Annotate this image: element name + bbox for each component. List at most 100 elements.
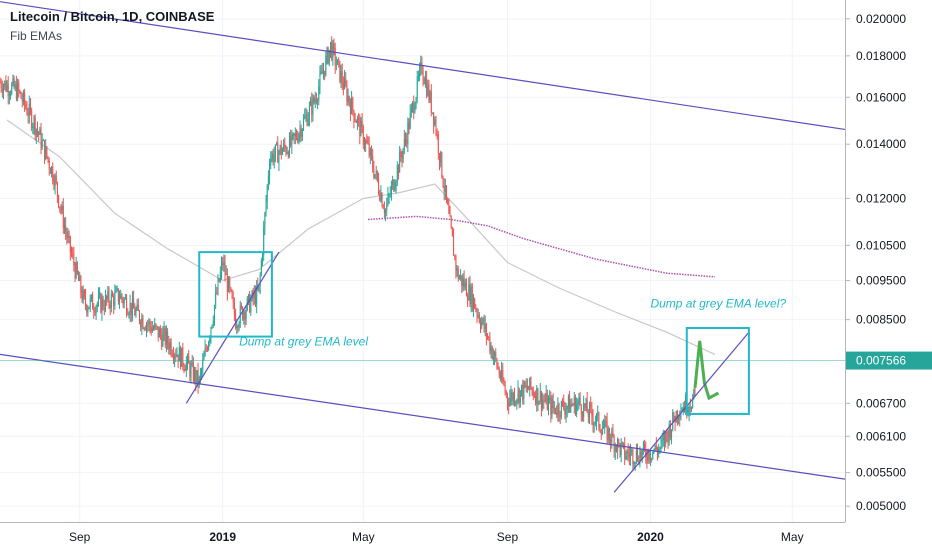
price-tick-label: 0.010500	[856, 238, 906, 252]
annotation-text: Dump at grey EMA level	[239, 334, 368, 348]
candle-body	[447, 199, 449, 205]
trend-line[interactable]	[185, 251, 280, 404]
candle-body	[107, 291, 109, 300]
candle-body	[409, 112, 411, 129]
candle-body	[156, 326, 158, 328]
candle-body	[20, 92, 22, 99]
time-tick-label: 2019	[209, 530, 236, 544]
candle-body	[366, 140, 368, 143]
candle-body	[305, 114, 307, 117]
candle-body	[625, 456, 627, 459]
candle-body	[458, 277, 460, 280]
candle-body	[238, 323, 240, 328]
candle-body	[115, 289, 117, 293]
candle-body	[597, 412, 599, 415]
candle-body	[537, 388, 539, 405]
candle-body	[8, 94, 10, 96]
candle-body	[208, 342, 210, 350]
candle-body	[450, 216, 452, 228]
candle-body	[580, 404, 582, 415]
candle-body	[375, 170, 377, 175]
candle-body	[222, 262, 224, 266]
candle-body	[504, 385, 506, 393]
candle-body	[497, 367, 499, 369]
candle-body	[641, 450, 643, 458]
price-tick-label: 0.008500	[856, 313, 906, 327]
candle-body	[381, 193, 383, 207]
candle-body	[437, 133, 439, 154]
candle-body	[271, 153, 273, 159]
highlight-box[interactable]	[198, 251, 273, 338]
highlight-box[interactable]	[685, 327, 750, 415]
candle-body	[96, 303, 98, 307]
candle-body	[58, 195, 60, 207]
trend-line[interactable]	[0, 1, 846, 131]
candle-body	[0, 82, 2, 89]
candle-body	[645, 448, 647, 458]
candle-body	[106, 295, 108, 300]
candle-body	[13, 78, 15, 89]
candle-body	[182, 347, 184, 366]
candle-body	[327, 48, 329, 64]
candle-body	[313, 97, 315, 103]
candle-body	[94, 311, 96, 314]
time-axis[interactable]: Sep 2019 May Sep 2020 May	[69, 530, 804, 544]
candle-body	[24, 92, 26, 105]
candle-body	[185, 362, 187, 371]
price-tick-label: 0.014000	[856, 137, 906, 151]
grey-ema-line	[6, 119, 716, 355]
candle-body	[265, 201, 267, 213]
candle-body	[468, 284, 470, 301]
candle-body	[307, 118, 309, 126]
candle-body	[662, 436, 664, 440]
candle-body	[120, 294, 122, 299]
candle-body	[679, 416, 681, 418]
candle-body	[499, 375, 501, 379]
candle-body	[484, 324, 486, 330]
candle-body	[525, 385, 527, 388]
candle-body	[303, 118, 305, 130]
candle-body	[405, 138, 407, 140]
price-axis[interactable]: 0.020000 0.018000 0.016000 0.014000 0.012000…	[845, 12, 932, 513]
candle-body	[533, 395, 535, 397]
candle-body	[362, 126, 364, 145]
price-tick-label: 0.006100	[856, 429, 906, 443]
candles	[0, 36, 696, 472]
candle-body	[661, 439, 663, 442]
candle-body	[131, 298, 133, 315]
candle-body	[441, 152, 443, 178]
candle-body	[448, 204, 450, 214]
candle-body	[480, 321, 482, 328]
candle-body	[70, 252, 72, 255]
trend-line[interactable]	[0, 353, 846, 480]
candle-body	[607, 428, 609, 441]
candle-body	[423, 79, 425, 84]
candle-body	[317, 100, 319, 102]
trend-line[interactable]	[613, 331, 750, 493]
candle-body	[429, 91, 431, 101]
candle-body	[339, 60, 341, 82]
candle-body	[532, 390, 534, 396]
candle-body	[456, 268, 458, 271]
candle-body	[123, 298, 125, 304]
candle-body	[39, 129, 41, 135]
candle-body	[611, 431, 613, 443]
candle-body	[247, 294, 249, 298]
purple-ema-line	[367, 215, 715, 278]
candle-body	[523, 381, 525, 400]
candle-body	[659, 447, 661, 449]
candle-body	[235, 315, 237, 329]
candle-body	[153, 328, 155, 330]
candle-body	[519, 390, 521, 403]
candle-body	[148, 321, 150, 325]
candle-body	[671, 429, 673, 438]
candle-body	[249, 294, 251, 313]
candle-body	[632, 449, 634, 464]
candle-body	[436, 133, 438, 135]
candle-body	[431, 112, 433, 114]
candle-body	[197, 370, 199, 386]
candle-body	[618, 439, 620, 444]
candle-body	[63, 225, 65, 229]
candle-body	[97, 295, 99, 304]
